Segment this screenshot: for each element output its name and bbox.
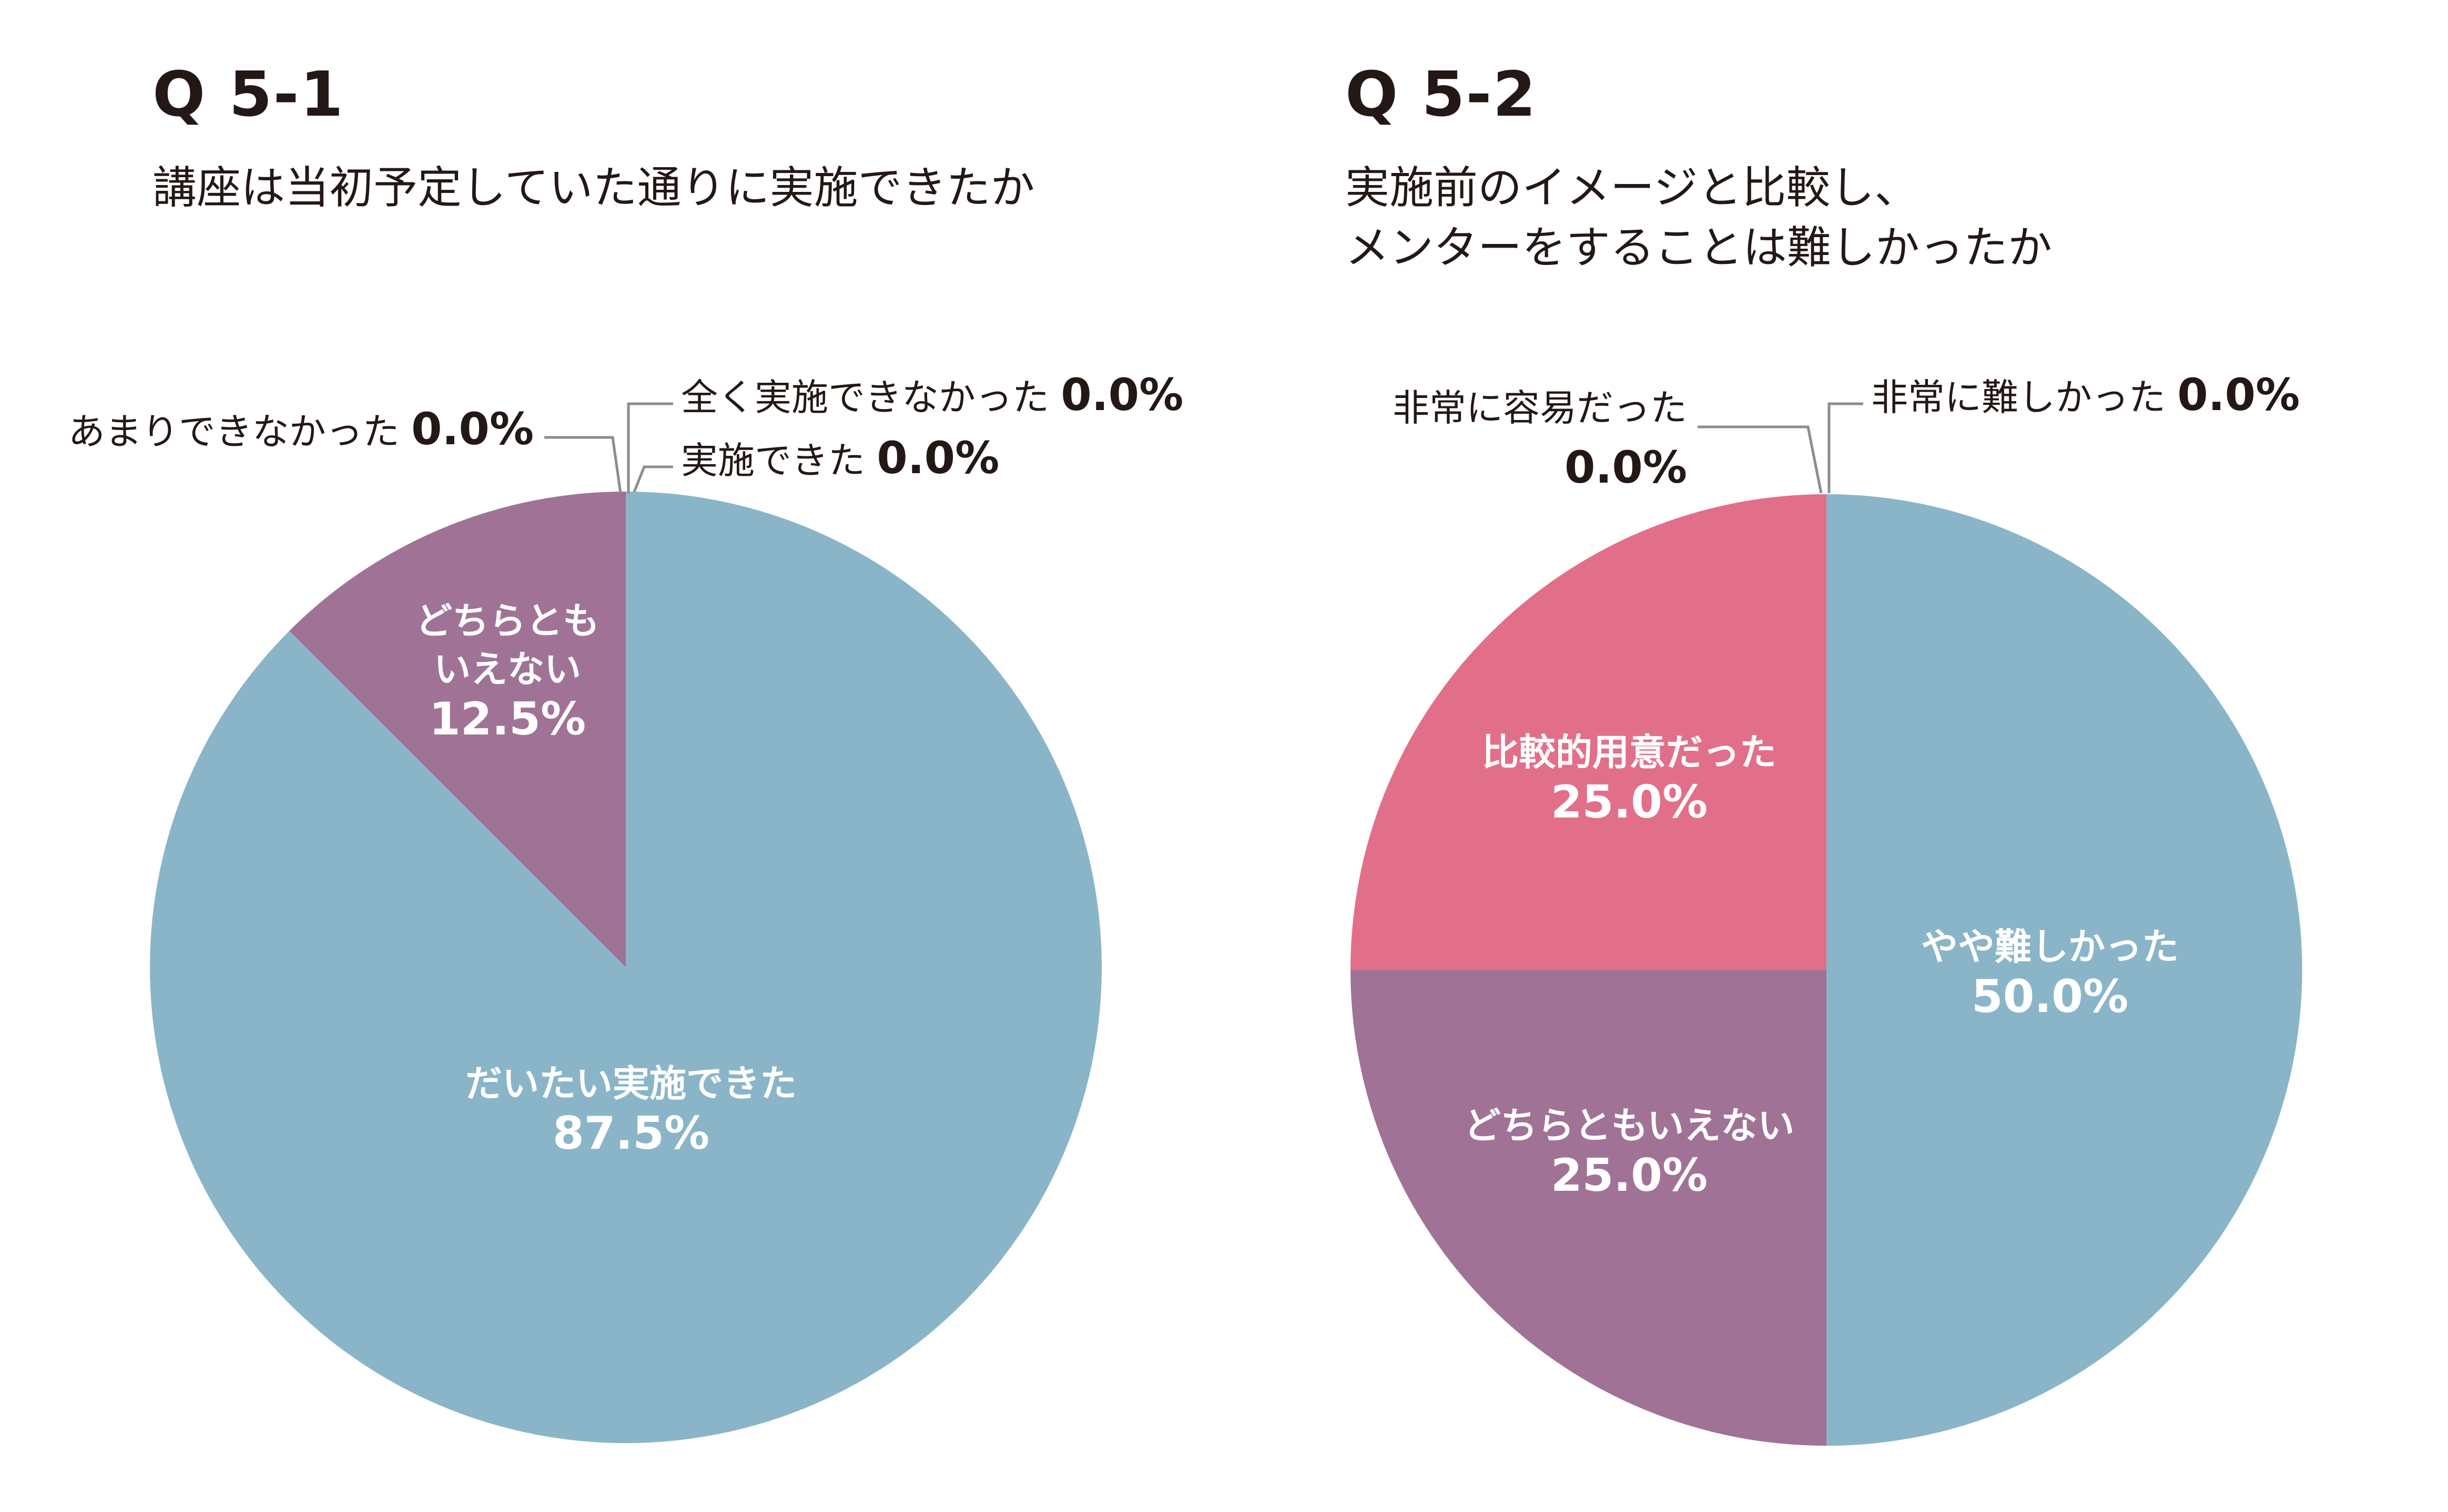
pie-chart-q5-2: 非常に難しかった 0.0% やや難しかった 50.0% どちらともいえない 25.0% 比…	[1350, 369, 2302, 1446]
callout-label: あまりできなかった 0.0%	[68, 403, 534, 455]
slice-label: どちらともいえない 25.0%	[1464, 1104, 1795, 1202]
chart-q5-2: Q 5-2 実施前のイメージと比較し、 メンターをすることは難しかったか 非常に…	[1224, 0, 2448, 1512]
slice-label: やや難しかった 50.0%	[1921, 925, 2179, 1023]
slice-label: どちらともいえない 12.5%	[415, 599, 600, 745]
pie-slice	[1350, 970, 1826, 1446]
leader-line	[1827, 402, 1863, 493]
leader-line	[1698, 425, 1823, 494]
callout-label: 全く実施できなかった 0.0%	[681, 369, 1183, 421]
callout-label: 非常に容易だった	[1393, 386, 1687, 430]
leader-line	[627, 402, 673, 493]
pie-chart-q5-1: 実施できた 0.0% だいたい実施できた 87.5% どちらともいえない 12.5% あま…	[68, 369, 1183, 1444]
callout-value: 0.0%	[1565, 442, 1687, 493]
pie-slice	[1350, 494, 1826, 970]
chart-title: Q 5-2	[1345, 58, 1537, 130]
chart-q5-1: Q 5-1 講座は当初予定していた通りに実施できたか 実施できた 0.0% だいた…	[68, 58, 1183, 1444]
leader-line	[544, 436, 622, 494]
callout-label: 非常に難しかった 0.0%	[1871, 369, 2300, 421]
chart-subtitle: 講座は当初予定していた通りに実施できたか	[153, 162, 1035, 213]
pie-slice	[289, 492, 626, 967]
pie-slice	[149, 492, 1102, 1444]
leader-line	[632, 465, 673, 494]
pie-slice	[1826, 494, 2302, 1446]
chart-subtitle: 実施前のイメージと比較し、 メンターをすることは難しかったか	[1345, 162, 2053, 273]
callout-label: 実施できた 0.0%	[681, 432, 999, 484]
chart-title: Q 5-1	[153, 58, 344, 130]
slice-label: 比較的用意だった 25.0%	[1482, 731, 1776, 829]
slice-label: だいたい実施できた 87.5%	[465, 1062, 797, 1160]
